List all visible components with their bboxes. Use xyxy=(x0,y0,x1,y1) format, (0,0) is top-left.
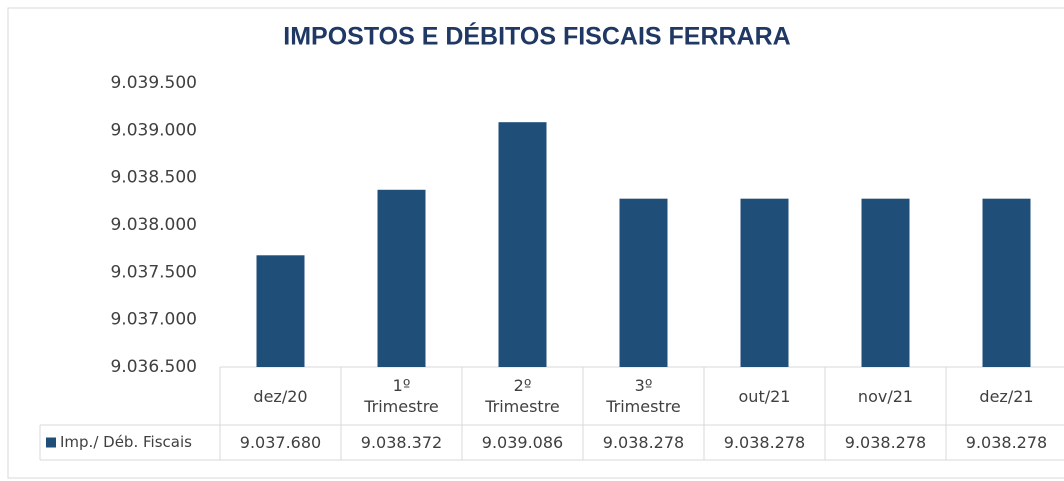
x-tick-label: dez/21 xyxy=(946,367,1064,425)
data-label-text: 9.037.680 xyxy=(239,433,322,452)
data-label: 9.038.278 xyxy=(825,425,946,460)
legend-swatch xyxy=(46,437,56,448)
bar xyxy=(619,198,668,367)
x-tick-label: nov/21 xyxy=(825,367,946,425)
bar xyxy=(861,198,910,367)
x-tick-label-text: out/21 xyxy=(738,386,791,406)
data-label-text: 9.038.278 xyxy=(844,433,927,452)
x-tick-label: 2º Trimestre xyxy=(462,367,583,425)
x-tick-label-text: nov/21 xyxy=(857,386,914,406)
x-tick-label: dez/20 xyxy=(220,367,341,425)
y-tick-label: 9.037.500 xyxy=(110,262,197,282)
x-tick-label-text: dez/21 xyxy=(979,386,1034,406)
bar xyxy=(256,255,305,367)
y-tick-label: 9.038.500 xyxy=(110,168,197,188)
bar xyxy=(498,122,547,367)
data-label-text: 9.038.372 xyxy=(360,433,443,452)
bar xyxy=(740,198,789,367)
legend-label: Imp./ Déb. Fiscais xyxy=(60,425,220,460)
y-tick-label: 9.038.000 xyxy=(110,215,197,235)
bar xyxy=(377,189,426,367)
x-tick-label: out/21 xyxy=(704,367,825,425)
data-label: 9.038.372 xyxy=(341,425,462,460)
data-label: 9.038.278 xyxy=(583,425,704,460)
x-tick-label-text: 3º Trimestre xyxy=(606,376,681,416)
x-tick-label-text: dez/20 xyxy=(253,386,308,406)
data-label: 9.038.278 xyxy=(946,425,1064,460)
data-label: 9.037.680 xyxy=(220,425,341,460)
x-tick-label-text: 2º Trimestre xyxy=(485,376,560,416)
data-label-text: 9.038.278 xyxy=(602,433,685,452)
y-tick-label: 9.036.500 xyxy=(110,357,197,377)
data-label-text: 9.039.086 xyxy=(481,433,564,452)
x-tick-label-text: 1º Trimestre xyxy=(364,376,439,416)
legend-label-text: Imp./ Déb. Fiscais xyxy=(60,433,192,451)
data-label-text: 9.038.278 xyxy=(965,433,1048,452)
chart-title: IMPOSTOS E DÉBITOS FISCAIS FERRARA xyxy=(283,22,790,51)
x-tick-label: 3º Trimestre xyxy=(583,367,704,425)
bar xyxy=(982,198,1031,367)
chart-frame xyxy=(7,7,1064,479)
y-tick-label: 9.037.000 xyxy=(110,310,197,330)
y-tick-label: 9.039.500 xyxy=(110,73,197,93)
x-tick-label: 1º Trimestre xyxy=(341,367,462,425)
data-label: 9.039.086 xyxy=(462,425,583,460)
data-label: 9.038.278 xyxy=(704,425,825,460)
data-label-text: 9.038.278 xyxy=(723,433,806,452)
y-tick-label: 9.039.000 xyxy=(110,120,197,140)
